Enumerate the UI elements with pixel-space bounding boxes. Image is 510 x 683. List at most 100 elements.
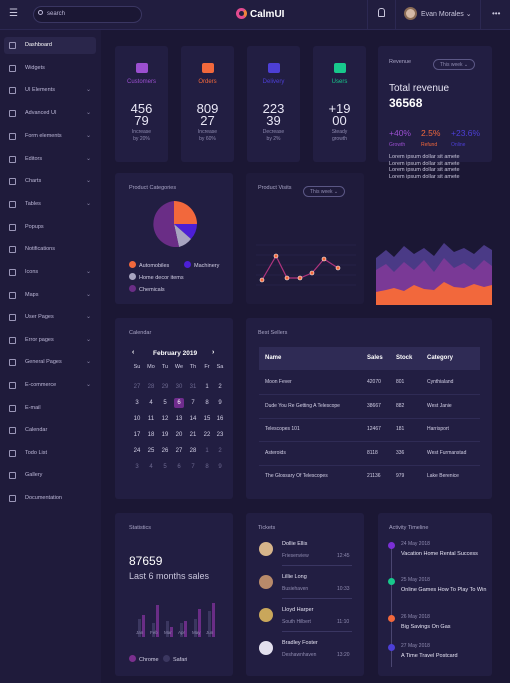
calendar-day[interactable]: 4	[149, 464, 153, 470]
ticket-location: Busiehaven	[282, 586, 309, 592]
calendar-day[interactable]: 7	[191, 400, 195, 406]
sidebar-item-user-pages[interactable]: User Pages ⌄	[4, 309, 96, 326]
calendar-day[interactable]: 16	[216, 416, 224, 422]
calendar-day[interactable]: 8	[205, 464, 209, 470]
calendar-day[interactable]: 2	[218, 448, 222, 454]
sidebar-item-popups[interactable]: Popups	[4, 219, 96, 236]
calendar-day[interactable]: 11	[147, 416, 155, 422]
timeline-dot	[388, 542, 395, 549]
avatar	[259, 641, 273, 655]
sidebar-item-e-commerce[interactable]: E-commerce ⌄	[4, 377, 96, 394]
calendar-day[interactable]: 12	[161, 416, 169, 422]
sidebar-item-notifications[interactable]: Notifications	[4, 241, 96, 258]
calendar-day[interactable]: 27	[175, 448, 183, 454]
table-column-header[interactable]: Category	[427, 355, 454, 361]
calendar-day[interactable]: 25	[147, 448, 155, 454]
calendar-day[interactable]: 29	[161, 384, 169, 390]
sidebar-item-general-pages[interactable]: General Pages ⌄	[4, 354, 96, 371]
legend-swatch	[184, 261, 191, 268]
search-input[interactable]: search	[33, 6, 142, 23]
ticket-divider	[282, 631, 352, 632]
calendar-day[interactable]: 4	[149, 400, 153, 406]
calendar-day[interactable]: 5	[163, 400, 167, 406]
sidebar-item-icon	[9, 110, 16, 117]
sidebar-item-documentation[interactable]: Documentation	[4, 490, 96, 507]
menu-icon[interactable]: ☰	[9, 8, 18, 19]
calendar-day[interactable]: 13	[175, 416, 183, 422]
calendar-weekday: Mo	[147, 364, 155, 370]
brand-logo[interactable]: CalmUI	[236, 8, 284, 22]
calendar-day[interactable]: 31	[189, 384, 197, 390]
calendar-day[interactable]: 15	[203, 416, 211, 422]
calendar-day[interactable]: 18	[147, 432, 155, 438]
sidebar-item-icon	[9, 405, 16, 412]
sidebar-item-gallery[interactable]: Gallery	[4, 467, 96, 484]
stat-subtext: Decrease by 2%	[262, 129, 285, 142]
calendar-day[interactable]: 28	[147, 384, 155, 390]
calendar-day[interactable]: 2	[218, 384, 222, 390]
visits-period-dropdown[interactable]: This week ⌄	[303, 186, 346, 197]
total-revenue-label: Total revenue	[389, 83, 450, 94]
calendar-day[interactable]: 10	[133, 416, 141, 422]
sidebar-item-dashboard[interactable]: Dashboard	[4, 37, 96, 54]
sidebar-item-calendar[interactable]: Calendar	[4, 422, 96, 439]
calendar-day[interactable]: 9	[218, 400, 222, 406]
sidebar-item-tables[interactable]: Tables ⌄	[4, 196, 96, 213]
sidebar-item-label: Maps	[25, 292, 39, 298]
calendar-next-button[interactable]: ›	[212, 349, 215, 356]
sidebar-item-label: Editors	[25, 156, 43, 162]
bell-icon[interactable]	[378, 8, 385, 17]
calendar-day[interactable]: 9	[218, 464, 222, 470]
sidebar-item-form-elements[interactable]: Form elements ⌄	[4, 128, 96, 145]
more-icon[interactable]: •••	[492, 9, 501, 18]
calendar-day[interactable]: 22	[203, 432, 211, 438]
chevron-down-icon: ⌄	[86, 292, 92, 298]
sidebar-item-error-pages[interactable]: Error pages ⌄	[4, 332, 96, 349]
sidebar-item-icon	[9, 87, 16, 94]
sidebar-item-ui-elements[interactable]: UI Elements ⌄	[4, 82, 96, 99]
sidebar-item-maps[interactable]: Maps ⌄	[4, 287, 96, 304]
calendar-day[interactable]: 24	[133, 448, 141, 454]
timeline-date: 26 May 2018	[401, 614, 430, 620]
calendar-day[interactable]: 23	[216, 432, 224, 438]
month-label: May	[192, 630, 201, 635]
table-column-header[interactable]: Stock	[396, 355, 413, 361]
revenue-period-dropdown[interactable]: This week ⌄	[433, 59, 476, 70]
calendar-day[interactable]: 21	[189, 432, 197, 438]
calendar-day[interactable]: 3	[135, 400, 139, 406]
sidebar-item-label: E-commerce	[25, 382, 57, 388]
calendar-day[interactable]: 19	[161, 432, 169, 438]
sidebar-item-e-mail[interactable]: E-mail	[4, 400, 96, 417]
calendar-day[interactable]: 6	[174, 398, 184, 408]
calendar-day[interactable]: 30	[175, 384, 183, 390]
calendar-day[interactable]: 27	[133, 384, 141, 390]
sidebar-item-icon	[9, 314, 16, 321]
table-column-header[interactable]: Sales	[367, 355, 383, 361]
table-cell: 181	[396, 426, 405, 432]
sidebar-item-todo-list[interactable]: Todo List	[4, 445, 96, 462]
sidebar-item-widgets[interactable]: Widgets	[4, 60, 96, 77]
calendar-day[interactable]: 1	[205, 384, 209, 390]
sidebar-item-advanced-ui[interactable]: Advanced UI ⌄	[4, 105, 96, 122]
calendar-prev-button[interactable]: ‹	[132, 349, 135, 356]
calendar-day[interactable]: 14	[189, 416, 197, 422]
calendar-day[interactable]: 7	[191, 464, 195, 470]
calendar-weekday: We	[174, 364, 184, 370]
calendar-day[interactable]: 8	[205, 400, 209, 406]
table-column-header[interactable]: Name	[265, 355, 282, 361]
stat-label: Users	[331, 79, 348, 85]
user-menu[interactable]: Evan Morales ⌄	[404, 7, 472, 23]
calendar-day[interactable]: 6	[177, 464, 181, 470]
calendar-day[interactable]: 5	[163, 464, 167, 470]
calendar-day[interactable]: 17	[133, 432, 141, 438]
calendar-day[interactable]: 20	[175, 432, 183, 438]
calendar-day[interactable]: 26	[161, 448, 169, 454]
calendar-weekday: Su	[133, 364, 141, 370]
sidebar-item-editors[interactable]: Editors ⌄	[4, 151, 96, 168]
sidebar-item-icons[interactable]: Icons ⌄	[4, 264, 96, 281]
ticket-location: Friesenview	[282, 553, 309, 559]
sidebar-item-charts[interactable]: Charts ⌄	[4, 173, 96, 190]
calendar-day[interactable]: 3	[135, 464, 139, 470]
calendar-day[interactable]: 28	[189, 448, 197, 454]
calendar-day[interactable]: 1	[205, 448, 209, 454]
